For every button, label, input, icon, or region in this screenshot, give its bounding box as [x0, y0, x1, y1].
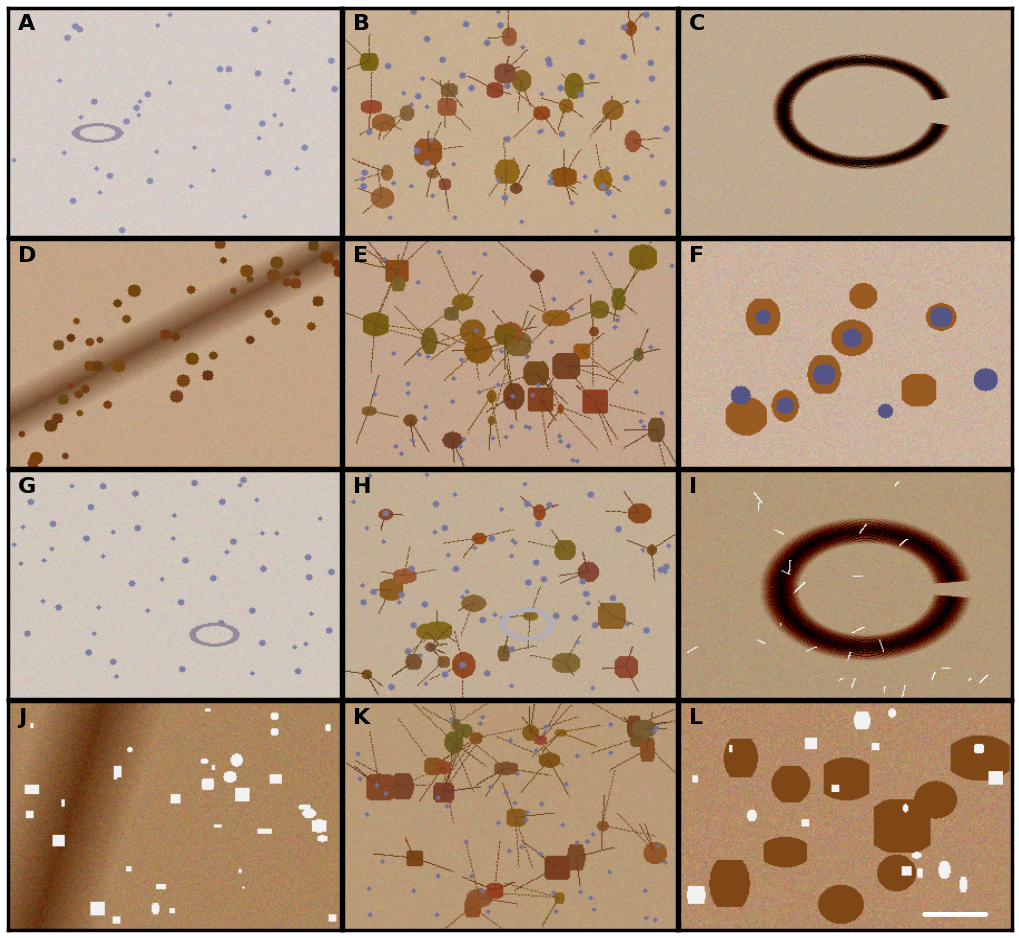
Text: L: L: [688, 708, 702, 728]
Text: C: C: [688, 14, 704, 35]
Text: G: G: [18, 477, 37, 497]
Text: I: I: [688, 477, 696, 497]
Text: B: B: [354, 14, 370, 35]
Text: F: F: [688, 246, 703, 265]
Text: D: D: [18, 246, 37, 265]
Text: A: A: [18, 14, 36, 35]
Text: K: K: [354, 708, 370, 728]
Text: H: H: [354, 477, 372, 497]
Text: E: E: [354, 246, 368, 265]
Text: J: J: [18, 708, 26, 728]
